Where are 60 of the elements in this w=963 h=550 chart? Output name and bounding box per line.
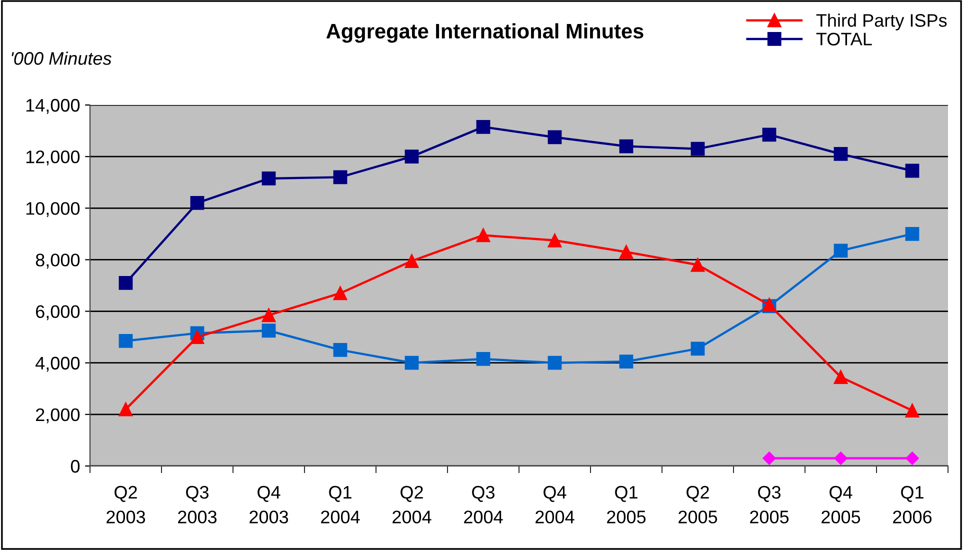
point [762,452,776,465]
point [762,128,776,142]
point [548,356,562,370]
point [118,334,133,348]
y-tick-label: 0 [70,460,80,473]
point [690,142,705,156]
x-tick-label: Q4 2003 [250,486,288,524]
y-axis-title: '000 Minutes [12,52,112,65]
point [333,286,348,300]
point [118,276,133,290]
y-tick-label: 12,000 [26,150,80,166]
point [690,342,705,356]
x-tick-label: Q4 2005 [822,486,860,524]
point [619,354,634,369]
point [404,150,419,164]
point [118,402,133,416]
point [905,226,920,241]
chart-title: Aggregate International Minutes [326,23,644,43]
point [262,308,276,322]
y-tick-label: 14,000 [26,98,80,114]
point [333,170,348,184]
point [548,233,562,248]
point [834,452,848,465]
x-tick-label: Q4 2004 [536,486,574,524]
point [619,245,634,259]
y-tick-label: 8,000 [36,254,80,269]
point [476,228,490,242]
y-tick-label: 6,000 [36,305,80,320]
x-tick-label: Q3 2004 [464,486,503,524]
point [333,343,348,357]
point [476,120,490,134]
point [476,352,490,366]
point [906,452,919,465]
x-tick-label: Q1 2005 [607,486,646,524]
x-tick-label: Q2 2005 [678,486,718,524]
y-tick-label: 4,000 [36,356,80,372]
legend-label: TOTAL [816,32,872,46]
point [619,139,634,154]
point [190,196,204,210]
point [905,404,920,418]
legend-label: Third Party ISPs [816,14,947,30]
point [834,370,848,384]
point [834,244,848,258]
point [404,356,419,370]
point [905,164,920,178]
point [548,130,562,144]
point [690,258,705,272]
point [404,254,419,268]
point [190,330,204,344]
x-tick-label: Q1 2006 [893,486,932,524]
point [834,147,848,161]
x-tick-label: Q1 2004 [321,486,360,524]
x-tick-label: Q3 2005 [750,486,789,524]
x-tick-label: Q2 2004 [392,486,432,524]
x-tick-label: Q2 2003 [106,486,146,524]
y-tick-label: 10,000 [26,202,80,217]
y-tick-label: 2,000 [36,408,80,424]
x-tick-label: Q3 2003 [178,486,217,524]
point [262,324,276,338]
point [262,172,276,186]
